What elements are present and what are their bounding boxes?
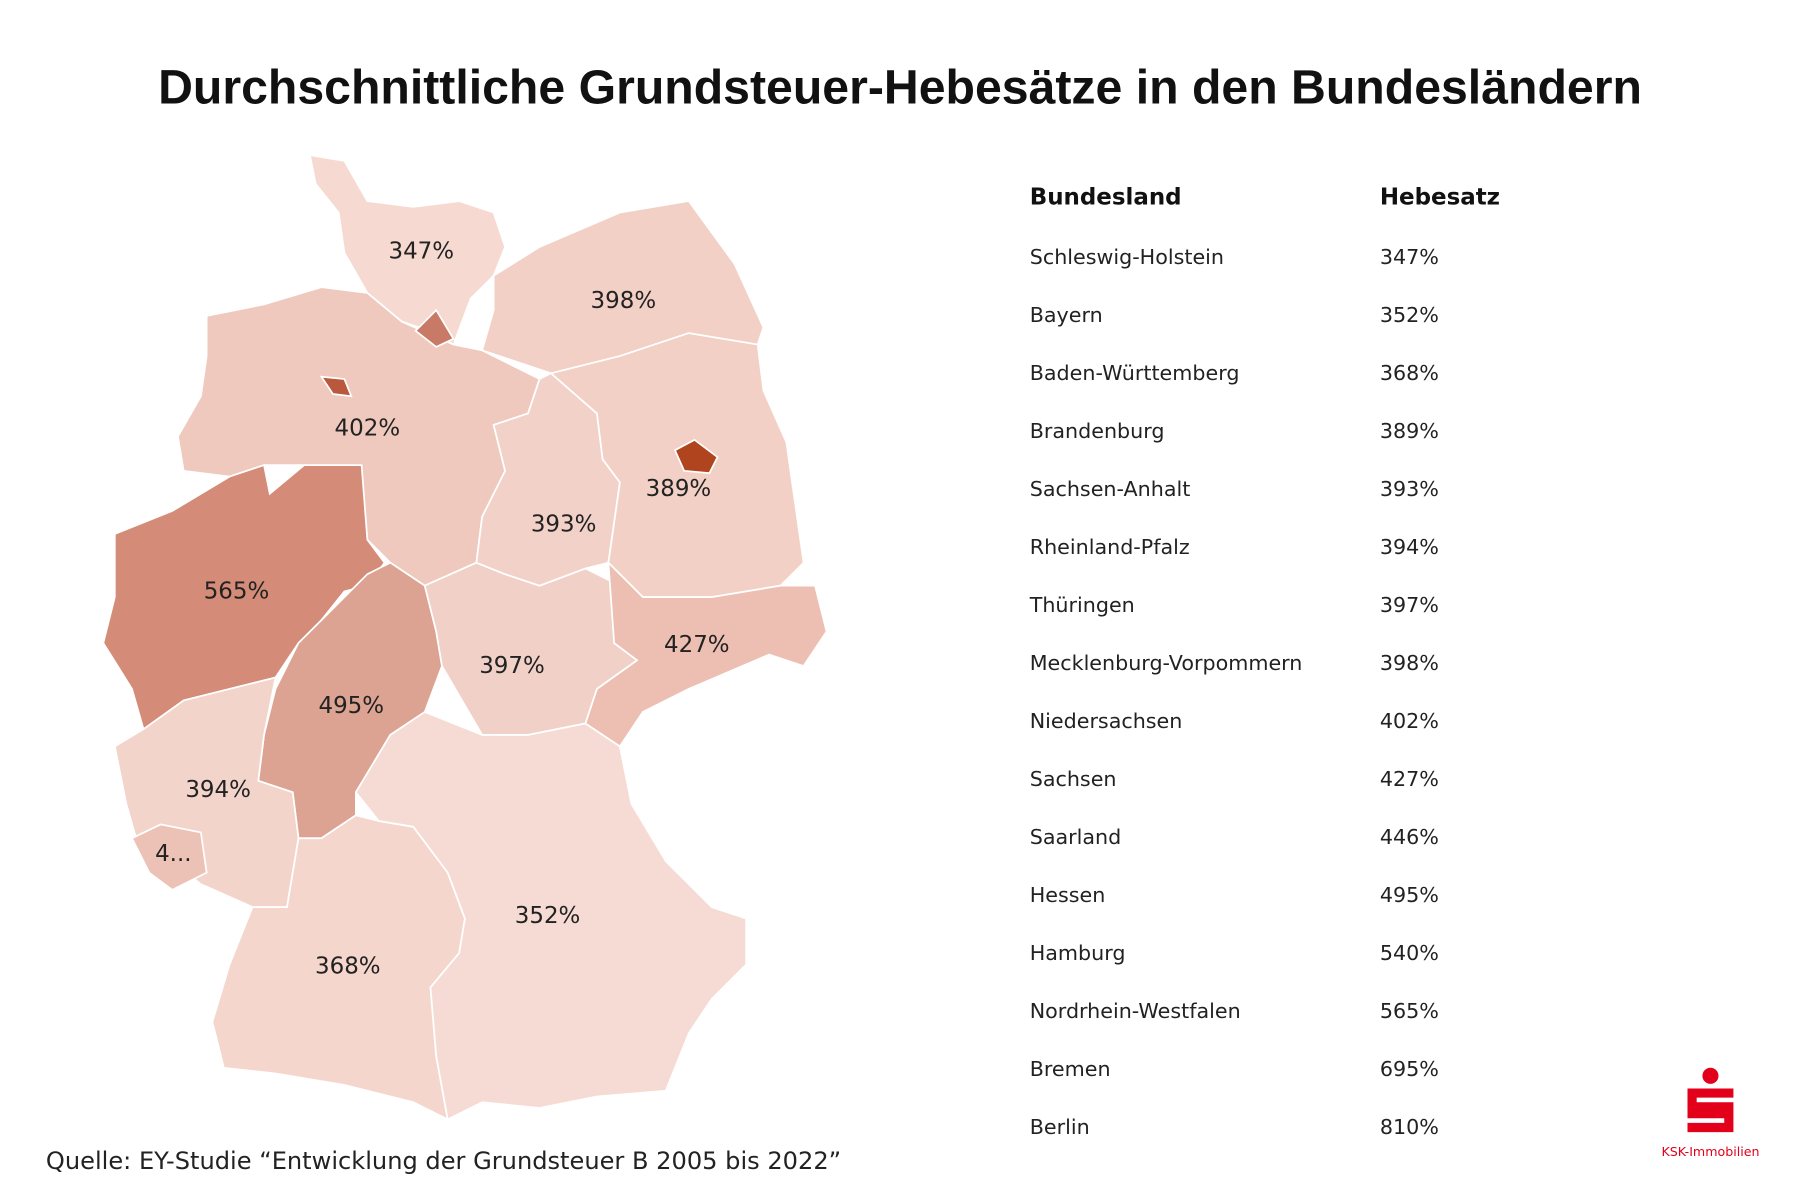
state-cell: Saarland xyxy=(1030,825,1122,849)
rate-cell: 695% xyxy=(1380,1057,1439,1081)
region-label: 565% xyxy=(204,578,270,604)
table: Bundesland Hebesatz Schleswig-Holstein 34… xyxy=(1029,185,1500,1139)
rate-cell: 495% xyxy=(1380,883,1439,907)
rate-cell: 446% xyxy=(1380,825,1439,849)
state-cell: Berlin xyxy=(1030,1115,1090,1139)
region-label: 427% xyxy=(664,632,730,658)
region xyxy=(319,375,353,398)
map: 347% 398% 402% 565% 495% 394% 4... 368% … xyxy=(102,154,828,1121)
state-cell: Bayern xyxy=(1030,303,1103,327)
region-label: 398% xyxy=(591,288,657,314)
rate-cell: 402% xyxy=(1380,709,1439,733)
logo: KSK-Immobilien xyxy=(1661,1067,1759,1159)
region xyxy=(673,438,719,475)
state-cell: Hessen xyxy=(1030,883,1106,907)
region-label: 389% xyxy=(646,476,712,502)
state-cell: Schleswig-Holstein xyxy=(1030,245,1224,269)
state-cell: Mecklenburg-Vorpommern xyxy=(1030,651,1303,675)
region xyxy=(414,308,455,348)
region-label: 397% xyxy=(479,653,545,679)
rate-cell: 368% xyxy=(1380,361,1439,385)
region-label: 368% xyxy=(315,954,381,980)
rate-cell: 389% xyxy=(1380,419,1439,443)
rate-cell: 352% xyxy=(1380,303,1439,327)
region xyxy=(584,560,828,748)
rate-cell: 398% xyxy=(1380,651,1439,675)
table-header: Bundesland xyxy=(1030,185,1182,211)
region-label: 495% xyxy=(318,693,384,719)
rate-cell: 393% xyxy=(1380,477,1439,501)
rate-cell: 565% xyxy=(1380,999,1439,1023)
region xyxy=(130,823,208,891)
region-label: 393% xyxy=(531,512,597,538)
region-label: 4... xyxy=(155,841,191,867)
state-cell: Brandenburg xyxy=(1030,419,1165,443)
rate-cell: 347% xyxy=(1380,245,1439,269)
state-cell: Bremen xyxy=(1030,1057,1111,1081)
source: Quelle: EY-Studie “Entwicklung der Grund… xyxy=(46,1147,841,1175)
state-cell: Baden-Württemberg xyxy=(1030,361,1240,385)
table-header: Hebesatz xyxy=(1380,185,1500,211)
rate-cell: 540% xyxy=(1380,941,1439,965)
rate-cell: 397% xyxy=(1380,593,1439,617)
region-label: 394% xyxy=(185,777,251,803)
state-cell: Sachsen-Anhalt xyxy=(1030,477,1191,501)
rate-cell: 394% xyxy=(1380,535,1439,559)
state-cell: Nordrhein-Westfalen xyxy=(1030,999,1241,1023)
state-cell: Rheinland-Pfalz xyxy=(1030,535,1190,559)
region-label: 352% xyxy=(515,903,581,929)
region-label: 402% xyxy=(335,415,401,441)
state-cell: Niedersachsen xyxy=(1030,709,1183,733)
state-cell: Thüringen xyxy=(1029,593,1135,617)
region xyxy=(308,154,507,346)
rate-cell: 427% xyxy=(1380,767,1439,791)
region-label: 347% xyxy=(389,238,455,264)
logo-text: KSK-Immobilien xyxy=(1661,1144,1759,1159)
rate-cell: 810% xyxy=(1380,1115,1439,1139)
state-cell: Sachsen xyxy=(1030,767,1117,791)
region xyxy=(102,463,386,731)
state-cell: Hamburg xyxy=(1030,941,1126,965)
title: Durchschnittliche Grundsteuer-Hebesätze … xyxy=(158,61,1642,115)
